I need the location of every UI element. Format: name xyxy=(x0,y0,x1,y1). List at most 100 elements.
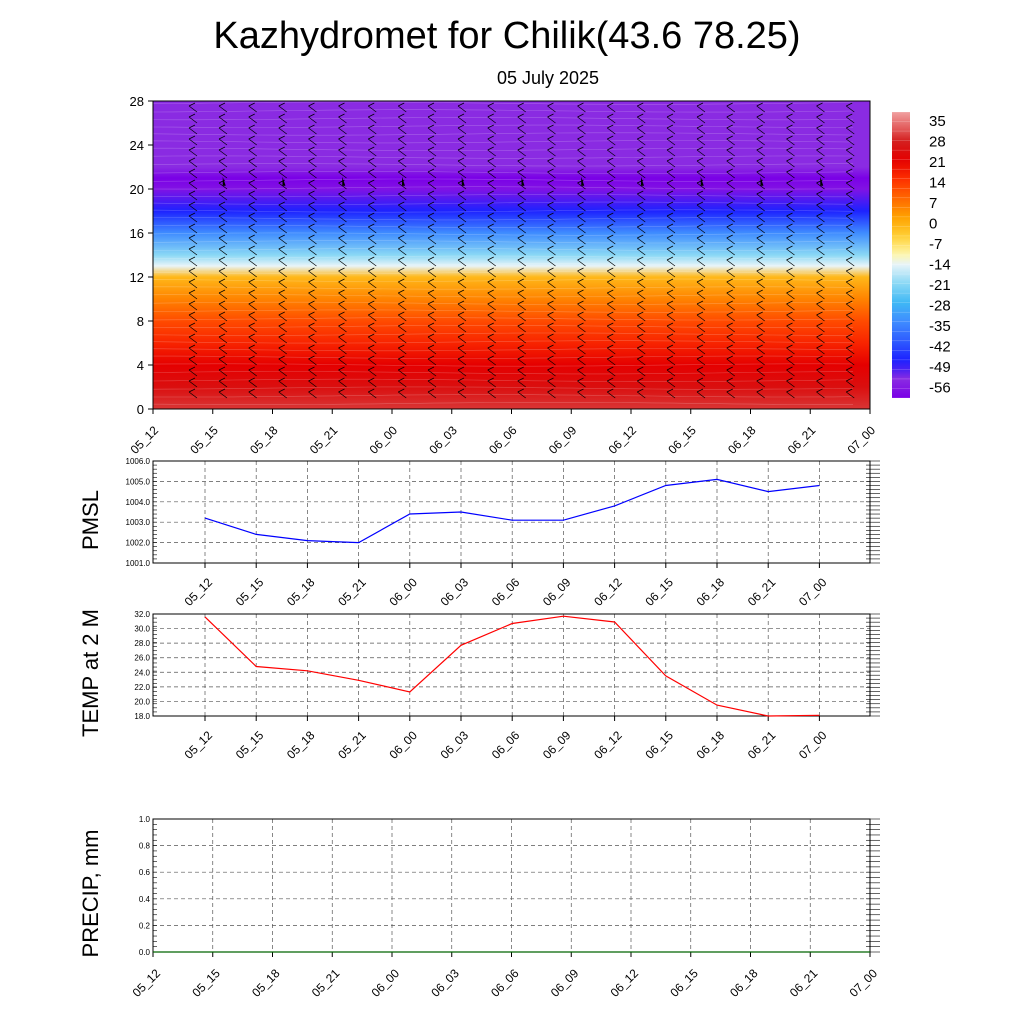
wind-barb-flag xyxy=(756,212,763,217)
wind-barb-flag xyxy=(547,201,554,206)
wind-barb-flag xyxy=(248,311,255,316)
wind-barb xyxy=(368,193,377,201)
wind-barb-flag xyxy=(786,179,793,184)
wind-barb xyxy=(816,105,825,113)
wind-barb xyxy=(846,226,855,234)
wind-barb-flag xyxy=(487,289,494,294)
wind-barb-flag xyxy=(726,388,733,393)
wind-barb-flag xyxy=(487,333,494,338)
wind-barb xyxy=(398,226,407,234)
wind-barb xyxy=(786,138,795,146)
wind-barb xyxy=(607,215,616,223)
wind-barb xyxy=(696,237,706,245)
wind-barb-flag xyxy=(338,234,345,239)
wind-barb xyxy=(398,171,407,179)
wind-barb-flag xyxy=(786,234,793,239)
wind-barb xyxy=(786,160,795,168)
wind-barb xyxy=(218,281,228,289)
wind-barb xyxy=(577,380,586,388)
wind-barb-flag xyxy=(816,190,823,195)
wind-barb-flag xyxy=(816,102,823,107)
wind-barb xyxy=(278,248,287,256)
wind-barb-flag xyxy=(278,388,285,393)
wind-barb xyxy=(338,303,347,311)
wind-barb-flag xyxy=(308,201,315,206)
wind-barb xyxy=(816,391,825,399)
wind-barb-flag xyxy=(218,311,226,316)
wind-barb-flag xyxy=(457,344,465,349)
wind-barb xyxy=(308,270,317,278)
wind-barb xyxy=(666,314,676,322)
wind-barb xyxy=(846,149,855,157)
wind-barb-flag xyxy=(637,223,644,228)
wind-barb-flag xyxy=(696,201,704,206)
wind-barb xyxy=(427,303,437,311)
wind-barb xyxy=(726,138,735,146)
temperature-cross-section: 0 4 8 12 16 20 24 28 05_12 05_15 05_18 05_21 06_00 06… xyxy=(128,94,879,457)
wind-barb xyxy=(427,193,437,201)
x-tick-label: 06_18 xyxy=(694,575,728,609)
wind-barb xyxy=(218,292,228,300)
wind-barb-flag xyxy=(666,333,674,338)
wind-barb-flag xyxy=(637,234,644,239)
wind-barb xyxy=(846,325,855,333)
wind-barb-flag xyxy=(517,102,524,107)
wind-barb xyxy=(816,347,825,355)
wind-barb xyxy=(368,182,377,190)
wind-barb xyxy=(248,380,257,388)
wind-barb-flag xyxy=(786,146,793,151)
wind-barb-flag xyxy=(547,223,554,228)
wind-barb-flag xyxy=(577,245,584,250)
contour-line xyxy=(152,163,854,167)
wind-barb-flag xyxy=(637,146,644,151)
wind-barb xyxy=(786,369,795,377)
wind-barb-flag xyxy=(188,245,196,250)
wind-barb xyxy=(188,138,198,146)
wind-barb xyxy=(547,204,556,212)
colorbar-fill xyxy=(892,112,910,398)
wind-barb xyxy=(517,325,526,333)
wind-barb xyxy=(188,270,198,278)
wind-barb xyxy=(427,325,437,333)
wind-barb-flag xyxy=(338,311,345,316)
wind-barb-flag xyxy=(188,278,196,283)
wind-barb-flag xyxy=(637,168,644,173)
wind-barb-flag xyxy=(368,300,375,305)
wind-barb-flag xyxy=(666,223,674,228)
wind-barb-flag xyxy=(786,344,793,349)
wind-barb-flag xyxy=(487,311,494,316)
wind-barb xyxy=(637,193,646,201)
wind-barb-flag xyxy=(607,311,614,316)
wind-barb-flag xyxy=(607,377,614,382)
contour-line xyxy=(152,147,854,151)
wind-barb xyxy=(517,270,526,278)
wind-barb-flag xyxy=(278,300,285,305)
wind-pennant xyxy=(222,176,226,186)
wind-barb-flag xyxy=(248,278,255,283)
wind-barb xyxy=(846,160,855,168)
wind-barb-flag xyxy=(487,278,494,283)
wind-barb-flag xyxy=(637,300,644,305)
wind-barb-flag xyxy=(547,289,554,294)
wind-barb xyxy=(427,259,437,267)
wind-barb-flag xyxy=(846,388,853,393)
wind-barb xyxy=(846,182,855,190)
wind-barb-flag xyxy=(368,113,375,118)
wind-barb-flag xyxy=(368,377,375,382)
wind-barb xyxy=(547,138,556,146)
wind-barb-flag xyxy=(398,157,405,162)
wind-barb xyxy=(487,105,496,113)
wind-barb xyxy=(547,292,556,300)
wind-barb-flag xyxy=(218,245,226,250)
wind-barb xyxy=(248,248,257,256)
wind-barb xyxy=(368,105,377,113)
wind-barb-flag xyxy=(188,256,196,261)
wind-barb-flag xyxy=(278,355,285,360)
wind-barb-flag xyxy=(637,157,644,162)
wind-barb xyxy=(786,215,795,223)
wind-barb xyxy=(218,204,228,212)
wind-barb xyxy=(637,391,646,399)
wind-barb xyxy=(457,160,467,168)
wind-barb xyxy=(637,358,646,366)
wind-barb xyxy=(338,127,347,135)
